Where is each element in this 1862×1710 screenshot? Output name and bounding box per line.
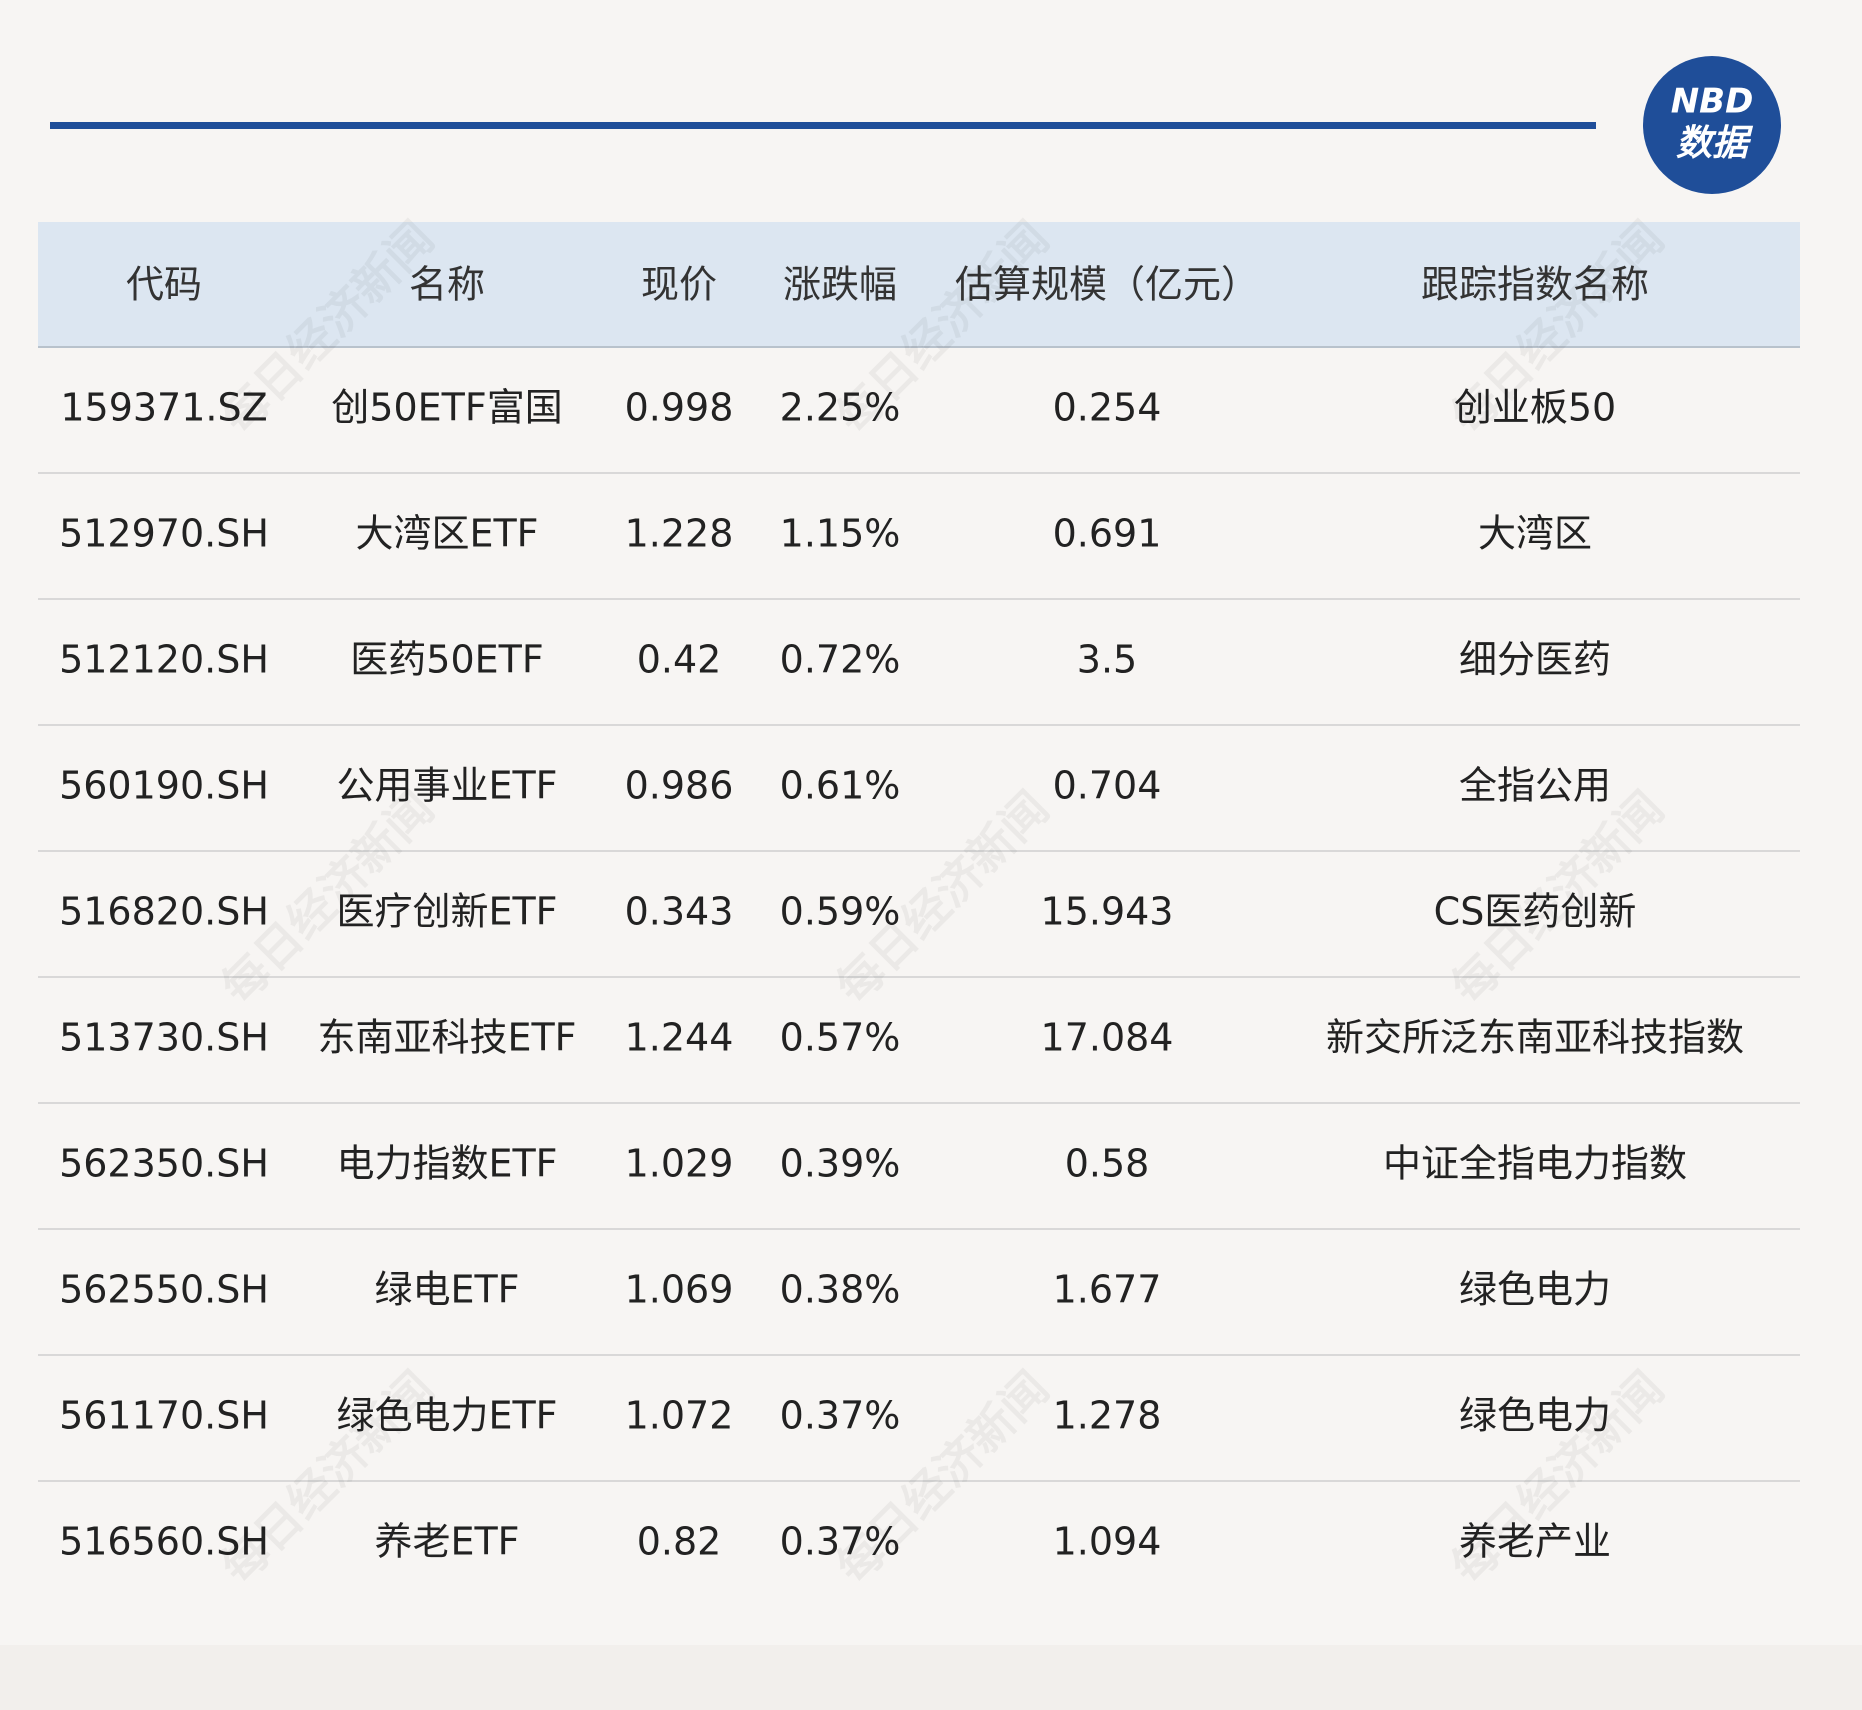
top-rule — [50, 122, 1596, 129]
cell: 3.5 — [1077, 638, 1137, 682]
column-header: 名称 — [409, 263, 485, 307]
cell: 1.228 — [625, 512, 734, 556]
cell: 15.943 — [1041, 890, 1174, 934]
cell: 0.38% — [780, 1268, 901, 1312]
cell: 养老产业 — [1459, 1520, 1611, 1564]
cell: 512970.SH — [59, 512, 269, 556]
cell: 创50ETF富国 — [331, 386, 562, 430]
logo-brand: NBD — [1671, 82, 1754, 122]
column-header: 现价 — [641, 263, 717, 307]
cell: 0.82 — [637, 1520, 722, 1564]
column-header: 估算规模（亿元） — [955, 263, 1259, 307]
cell: 562350.SH — [59, 1142, 269, 1186]
cell: 电力指数ETF — [336, 1142, 557, 1186]
column-header: 跟踪指数名称 — [1421, 263, 1649, 307]
cell: 0.61% — [780, 764, 901, 808]
cell: 0.254 — [1053, 386, 1162, 430]
cell: 东南亚科技ETF — [317, 1016, 576, 1060]
cell: 513730.SH — [59, 1016, 269, 1060]
cell: 0.39% — [780, 1142, 901, 1186]
cell: 新交所泛东南亚科技指数 — [1326, 1016, 1744, 1060]
cell: 大湾区ETF — [355, 512, 538, 556]
cell: 养老ETF — [374, 1520, 519, 1564]
cell: 公用事业ETF — [336, 764, 557, 808]
cell: 2.25% — [780, 386, 901, 430]
cell: 560190.SH — [59, 764, 269, 808]
cell: 大湾区 — [1478, 512, 1592, 556]
cell: 0.58 — [1065, 1142, 1150, 1186]
cell: 0.59% — [780, 890, 901, 934]
cell: 细分医药 — [1459, 638, 1611, 682]
cell: 0.986 — [625, 764, 734, 808]
cell: 1.15% — [780, 512, 901, 556]
cell: 0.691 — [1053, 512, 1162, 556]
logo: NBD 数据 — [1643, 56, 1781, 194]
cell: 561170.SH — [59, 1394, 269, 1438]
logo-circle — [1643, 56, 1781, 194]
column-header: 涨跌幅 — [783, 263, 897, 307]
footer-band — [0, 1645, 1862, 1710]
cell: 1.072 — [625, 1394, 734, 1438]
cell: 1.244 — [625, 1016, 734, 1060]
cell: 创业板50 — [1454, 386, 1616, 430]
cell: 512120.SH — [59, 638, 269, 682]
cell: 159371.SZ — [60, 386, 267, 430]
cell: 0.37% — [780, 1520, 901, 1564]
cell: 0.72% — [780, 638, 901, 682]
cell: 1.029 — [625, 1142, 734, 1186]
cell: 医药50ETF — [350, 638, 543, 682]
cell: 0.704 — [1053, 764, 1162, 808]
cell: 1.094 — [1053, 1520, 1162, 1564]
cell: 0.343 — [625, 890, 734, 934]
cell: 1.069 — [625, 1268, 734, 1312]
logo-label: 数据 — [1676, 123, 1754, 164]
cell: 绿色电力 — [1459, 1394, 1611, 1438]
column-header: 代码 — [126, 263, 202, 307]
cell: 516560.SH — [59, 1520, 269, 1564]
cell: 中证全指电力指数 — [1383, 1142, 1687, 1186]
cell: 0.37% — [780, 1394, 901, 1438]
cell: 0.57% — [780, 1016, 901, 1060]
cell: 1.278 — [1053, 1394, 1162, 1438]
cell: 1.677 — [1053, 1268, 1162, 1312]
table: 代码 名称 现价 涨跌幅 估算规模（亿元） 跟踪指数名称 159371.SZ 创50ETF富国… — [38, 263, 1800, 1564]
cell: 516820.SH — [59, 890, 269, 934]
cell: 0.998 — [625, 386, 734, 430]
cell: 17.084 — [1041, 1016, 1174, 1060]
cell: 绿色电力ETF — [336, 1394, 557, 1438]
cell: 医疗创新ETF — [336, 890, 557, 934]
cell: 绿色电力 — [1459, 1268, 1611, 1312]
cell: 562550.SH — [59, 1268, 269, 1312]
cell: CS医药创新 — [1434, 890, 1637, 934]
cell: 全指公用 — [1459, 764, 1611, 808]
header-band — [38, 222, 1800, 347]
cell: 0.42 — [637, 638, 722, 682]
cell: 绿电ETF — [374, 1268, 519, 1312]
